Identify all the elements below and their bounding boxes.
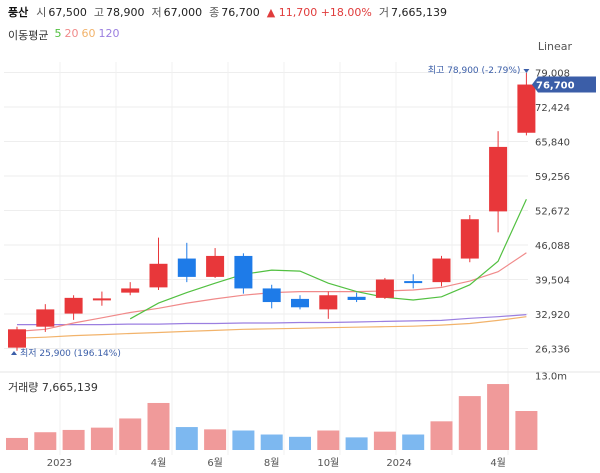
candle-body — [375, 279, 394, 298]
x-tick-label: 6월 — [207, 457, 223, 469]
low-label: 저 — [151, 6, 162, 19]
y-tick-label: 72,424 — [535, 103, 570, 114]
volume-bar — [62, 429, 85, 450]
ma-legend-60: 60 — [81, 27, 96, 40]
y-tick-label: 26,336 — [535, 345, 570, 356]
volume-bar — [119, 418, 142, 450]
low-value: 67,000 — [163, 5, 203, 19]
y-tick-label: 52,672 — [535, 206, 570, 217]
candle-body — [319, 295, 338, 310]
volume-bar — [232, 430, 255, 450]
candle-body — [121, 288, 140, 293]
volume-bar — [317, 430, 340, 450]
volume-bar — [34, 432, 57, 450]
y-tick-label: 79,008 — [535, 68, 570, 79]
ma-line-60 — [16, 316, 527, 339]
candle-body — [92, 298, 111, 301]
candle-body — [206, 255, 225, 277]
y-tick-label: 59,256 — [535, 172, 570, 183]
ma-line-5 — [129, 199, 527, 320]
y-tick-label: 65,840 — [535, 137, 570, 148]
x-tick-label: 4월 — [151, 457, 167, 469]
candle-body — [404, 281, 423, 284]
price-change: ▲ 11,700 +18.00% — [266, 5, 372, 19]
x-tick-label: 8월 — [264, 457, 280, 469]
open-label: 시 — [36, 6, 47, 19]
ma-legend-120: 120 — [98, 27, 120, 40]
y-tick-label: 46,088 — [535, 241, 570, 252]
stock-header: 풍산 시 67,500 고 78,900 저 67,000 종 76,700 ▲… — [8, 4, 454, 20]
max-price-annotation: 최고 78,900 (-2.79%) — [428, 65, 521, 76]
x-tick-label: 10월 — [317, 457, 339, 469]
volume-bar — [147, 402, 170, 450]
volume-bar — [430, 421, 453, 450]
volume-panel-title: 거래량 — [8, 381, 39, 394]
candle-body — [149, 263, 168, 288]
y-tick-label: 32,920 — [535, 310, 570, 321]
candle-body — [234, 255, 253, 289]
current-price-tag — [532, 76, 596, 93]
volume-bar — [204, 429, 227, 450]
volume-bar — [487, 384, 510, 450]
candle-body — [291, 298, 309, 308]
ma-legend-20: 20 — [64, 27, 79, 40]
volume-panel-value: 7,665,139 — [41, 381, 98, 394]
volume-bar — [260, 434, 283, 450]
volume-value: 7,665,139 — [390, 5, 447, 19]
volume-label: 거 — [378, 6, 389, 19]
volume-axis-tick: 13.0m — [535, 371, 567, 382]
x-tick-label: 2023 — [47, 458, 72, 469]
candle-body — [177, 258, 196, 277]
candle-body — [262, 288, 281, 303]
min-marker-icon — [11, 351, 17, 355]
volume-bar — [90, 427, 113, 450]
high-label: 고 — [93, 6, 104, 19]
candle-body — [517, 84, 536, 133]
volume-bar — [345, 437, 368, 450]
open-value: 67,500 — [48, 5, 87, 19]
volume-bar — [175, 427, 198, 450]
volume-bar — [515, 411, 538, 450]
ma-legend-5: 5 — [54, 27, 62, 40]
candle-body — [64, 297, 83, 314]
max-marker-icon — [523, 69, 530, 73]
scale-toggle-button[interactable]: Linear — [537, 40, 572, 53]
x-tick-label: 2024 — [386, 458, 411, 469]
volume-panel-label: 거래량 7,665,139 — [8, 379, 98, 395]
candle-body — [347, 296, 366, 300]
volume-bar — [402, 434, 425, 450]
candle-body — [432, 258, 451, 283]
close-value: 76,700 — [221, 5, 260, 19]
moving-average-legend[interactable]: 이동평균 5 20 60 120 — [8, 27, 119, 43]
ma-line-120 — [17, 314, 527, 326]
volume-bar — [6, 437, 28, 450]
volume-bar — [373, 431, 396, 450]
candle-body — [36, 309, 55, 327]
ma-legend-title: 이동평균 — [8, 29, 49, 42]
x-tick-label: 4월 — [490, 457, 506, 469]
high-value: 78,900 — [106, 5, 145, 19]
candle-body — [8, 329, 26, 348]
volume-bar — [458, 396, 481, 450]
candle-body — [489, 146, 508, 212]
close-label: 종 — [209, 6, 220, 19]
candle-body — [460, 219, 479, 259]
min-price-annotation: 최저 25,900 (196.14%) — [20, 348, 121, 359]
stock-name: 풍산 — [8, 6, 29, 19]
volume-bar — [289, 436, 311, 450]
current-price-label: 76,700 — [536, 81, 575, 92]
y-tick-label: 39,504 — [535, 275, 570, 286]
